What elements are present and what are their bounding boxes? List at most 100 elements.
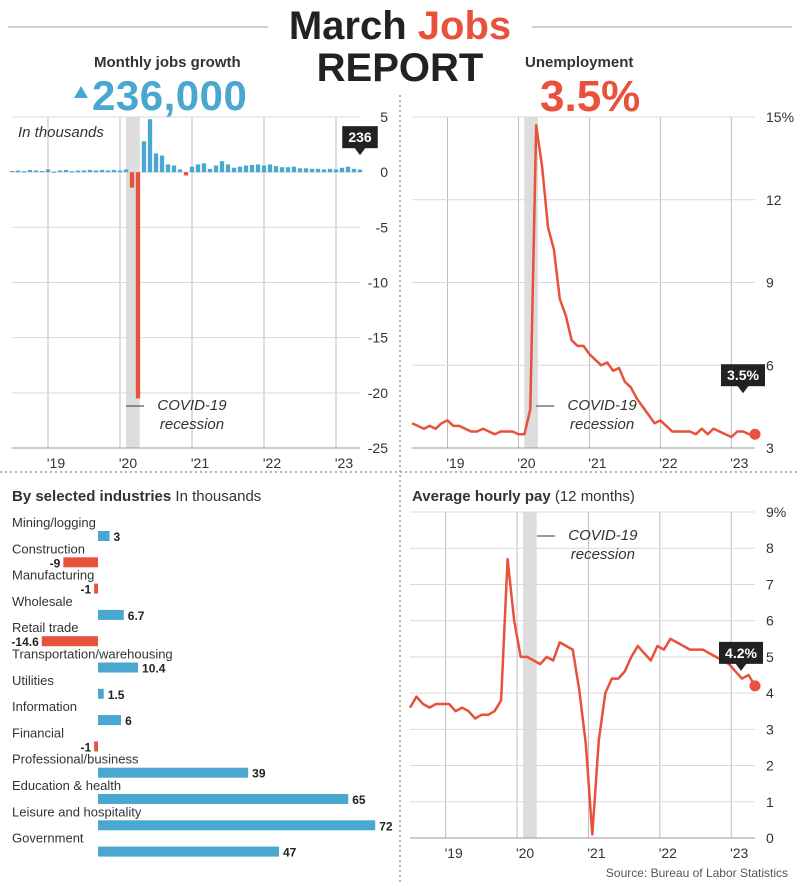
recession-label-line1: COVID-19 — [568, 397, 638, 414]
jobs-bar — [177, 169, 183, 173]
industries-chart: Mining/logging 3 Construction-9Manufacturi… — [11, 515, 393, 860]
industry-bar — [94, 741, 98, 752]
y-tick-label: 2 — [766, 758, 774, 774]
industry-value: 72 — [379, 819, 393, 833]
hourly-pay-end-label: 4.2% — [725, 645, 757, 661]
jobs-bar — [171, 165, 177, 173]
x-tick-label: '21 — [588, 455, 606, 471]
industry-value: -1 — [80, 583, 91, 597]
x-tick-label: '20 — [119, 455, 137, 471]
recession-label-line2: recession — [160, 416, 224, 433]
jobs-bar — [315, 168, 321, 173]
y-tick-label: 15% — [766, 109, 794, 125]
industries-title: By selected industries In thousands — [12, 488, 262, 505]
jobs-bar — [243, 165, 249, 173]
jobs-bar — [147, 119, 153, 173]
jobs-bar — [345, 166, 351, 173]
industry-value: 1.5 — [108, 688, 125, 702]
jobs-end-label: 236 — [348, 129, 372, 145]
source-note: Source: Bureau of Labor Statistics — [605, 866, 788, 880]
y-tick-label: 6 — [766, 613, 774, 629]
hourly-pay-line — [408, 557, 757, 836]
industry-bar — [98, 820, 376, 831]
hourly-pay-subtitle: (12 months) — [554, 488, 635, 505]
jobs-bar — [69, 171, 75, 173]
jobs-bar — [255, 164, 261, 173]
jobs-bar — [51, 171, 57, 173]
jobs-label: Monthly jobs growth — [94, 54, 241, 71]
industry-label: Wholesale — [12, 594, 73, 609]
y-tick-label: 4 — [766, 685, 774, 701]
jobs-end-label-pointer — [354, 147, 366, 156]
y-tick-label: 1 — [766, 794, 774, 810]
jobs-bar — [279, 167, 285, 173]
industry-bar — [98, 715, 122, 726]
jobs-bar — [123, 169, 129, 173]
industry-value: -9 — [50, 556, 61, 570]
x-tick-label: '20 — [517, 455, 535, 471]
jobs-bar — [81, 170, 87, 173]
x-tick-label: '22 — [659, 845, 677, 861]
y-tick-label: 9% — [766, 504, 786, 520]
title-rule-left — [8, 26, 268, 28]
unemployment-end-label-pointer — [737, 385, 749, 394]
jobs-bar — [159, 155, 165, 173]
y-tick-label: -10 — [368, 275, 388, 291]
x-tick-label: '20 — [516, 845, 534, 861]
x-tick-label: '23 — [730, 455, 748, 471]
x-tick-label: '23 — [730, 845, 748, 861]
industry-value: 6.7 — [128, 609, 145, 623]
industry-value: 6 — [125, 714, 132, 728]
jobs-bar — [165, 164, 171, 173]
industry-bar — [98, 662, 139, 673]
y-tick-label: 3 — [766, 721, 774, 737]
industry-label: Professional/business — [12, 752, 139, 767]
jobs-bar — [219, 161, 225, 173]
x-tick-label: '19 — [445, 845, 463, 861]
jobs-bar — [327, 168, 333, 173]
y-tick-label: 5 — [766, 649, 774, 665]
jobs-value: 236,000 — [92, 72, 248, 119]
hourly-pay-end-dot — [749, 680, 761, 692]
jobs-bar — [303, 168, 309, 173]
industry-value: 39 — [252, 767, 266, 781]
unemployment-label: Unemployment — [525, 54, 634, 71]
jobs-bar — [291, 166, 297, 173]
jobs-bar — [105, 170, 111, 173]
jobs-bar — [153, 153, 159, 173]
industry-value: 65 — [352, 793, 366, 807]
industry-bar — [98, 688, 104, 699]
jobs-bar — [357, 169, 363, 173]
page-title-line2: REPORT — [316, 46, 484, 90]
jobs-bar — [111, 169, 117, 173]
jobs-bar — [333, 169, 339, 173]
industries-unit: In thousands — [175, 488, 262, 505]
unemployment-end-label-box — [721, 364, 765, 387]
jobs-bar — [207, 168, 213, 173]
jobs-bar — [183, 172, 189, 176]
hourly-pay-end-label-box — [719, 641, 763, 664]
industry-label: Utilities — [12, 673, 54, 688]
x-tick-label: '22 — [659, 455, 677, 471]
jobs-bar — [339, 167, 345, 173]
y-tick-label: 12 — [766, 192, 782, 208]
hourly-pay-title: Average hourly pay (12 months) — [412, 488, 635, 505]
jobs-bar — [117, 170, 123, 173]
jobs-bar — [351, 168, 357, 173]
recession-label-line1: COVID-19 — [568, 527, 638, 544]
industry-label: Retail trade — [12, 620, 78, 635]
y-tick-label: -25 — [368, 440, 388, 456]
jobs-end-label-box — [342, 126, 378, 149]
y-tick-label: 3 — [766, 440, 774, 456]
jobs-bar — [15, 170, 21, 173]
industry-label: Financial — [12, 725, 64, 740]
jobs-bar — [309, 168, 315, 173]
jobs-bar — [273, 166, 279, 173]
jobs-bar — [21, 171, 27, 173]
industry-label: Education & health — [12, 778, 121, 793]
jobs-bar — [129, 172, 135, 188]
jobs-bar — [225, 164, 231, 173]
industry-label: Information — [12, 699, 77, 714]
hourly-pay-end-label-pointer — [735, 662, 747, 671]
